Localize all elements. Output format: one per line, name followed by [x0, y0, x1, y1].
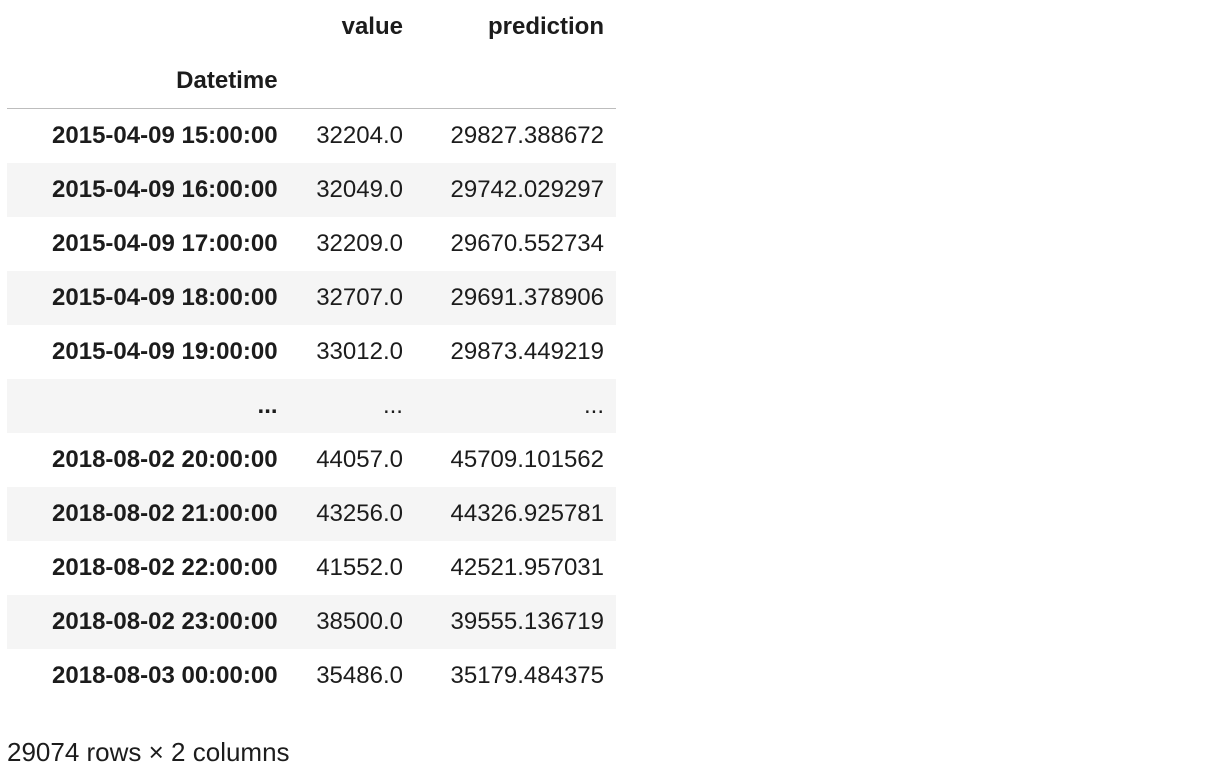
row-index: 2015-04-09 15:00:00 [52, 122, 278, 149]
cell-prediction: ... [583, 392, 604, 419]
table-body: 2015-04-09 15:00:00 32204.0 29827.388672… [7, 109, 616, 704]
dataframe-output: value prediction Datetime 2015-04-09 15:… [7, 0, 616, 703]
empty-header-cell [289, 54, 415, 109]
table-row: 2018-08-02 21:00:00 43256.0 44326.925781 [7, 487, 616, 541]
cell-prediction: 29873.449219 [450, 338, 605, 365]
table-row: 2018-08-03 00:00:00 35486.0 35179.484375 [7, 649, 616, 703]
table-row: 2015-04-09 17:00:00 32209.0 29670.552734 [7, 217, 616, 271]
table-row: 2015-04-09 18:00:00 32707.0 29691.378906 [7, 271, 616, 325]
table-header: value prediction Datetime [7, 0, 616, 109]
cell-prediction: 29827.388672 [450, 122, 605, 149]
table-row: 2018-08-02 20:00:00 44057.0 45709.101562 [7, 433, 616, 487]
cell-value: 32707.0 [316, 284, 403, 311]
row-index: ... [257, 392, 278, 419]
cell-value: ... [382, 392, 403, 419]
column-header-value: value [341, 13, 403, 40]
row-index: 2018-08-02 20:00:00 [52, 446, 278, 473]
column-header-row: value prediction [7, 0, 616, 54]
cell-value: 32049.0 [316, 176, 403, 203]
cell-prediction: 29691.378906 [450, 284, 605, 311]
cell-prediction: 44326.925781 [450, 500, 605, 527]
table-row: 2015-04-09 16:00:00 32049.0 29742.029297 [7, 163, 616, 217]
dataframe-table: value prediction Datetime 2015-04-09 15:… [7, 0, 616, 703]
row-index: 2018-08-03 00:00:00 [52, 662, 278, 689]
dataframe-shape-summary: 29074 rows × 2 columns [7, 737, 290, 767]
cell-prediction: 29670.552734 [450, 230, 605, 257]
cell-value: 35486.0 [316, 662, 403, 689]
cell-value: 43256.0 [316, 500, 403, 527]
cell-value: 41552.0 [316, 554, 403, 581]
row-index: 2015-04-09 19:00:00 [52, 338, 278, 365]
cell-value: 38500.0 [316, 608, 403, 635]
table-row: 2015-04-09 15:00:00 32204.0 29827.388672 [7, 109, 616, 164]
cell-prediction: 29742.029297 [450, 176, 605, 203]
table-row: 2015-04-09 19:00:00 33012.0 29873.449219 [7, 325, 616, 379]
cell-value: 33012.0 [316, 338, 403, 365]
index-name-header: Datetime [7, 54, 290, 109]
cell-prediction: 45709.101562 [450, 446, 605, 473]
ellipsis-row: ... ... ... [7, 379, 616, 433]
cell-prediction: 39555.136719 [450, 608, 605, 635]
cell-prediction: 42521.957031 [450, 554, 605, 581]
row-index: 2018-08-02 22:00:00 [52, 554, 278, 581]
corner-cell [7, 0, 290, 54]
cell-value: 44057.0 [316, 446, 403, 473]
cell-value: 32204.0 [316, 122, 403, 149]
row-index: 2018-08-02 21:00:00 [52, 500, 278, 527]
cell-prediction: 35179.484375 [450, 662, 605, 689]
table-row: 2018-08-02 23:00:00 38500.0 39555.136719 [7, 595, 616, 649]
row-index: 2015-04-09 18:00:00 [52, 284, 278, 311]
empty-header-cell [414, 54, 616, 109]
row-index: 2018-08-02 23:00:00 [52, 608, 278, 635]
column-header-prediction: prediction [487, 13, 604, 40]
cell-value: 32209.0 [316, 230, 403, 257]
table-row: 2018-08-02 22:00:00 41552.0 42521.957031 [7, 541, 616, 595]
row-index: 2015-04-09 16:00:00 [52, 176, 278, 203]
index-name-row: Datetime [7, 54, 616, 109]
row-index: 2015-04-09 17:00:00 [52, 230, 278, 257]
